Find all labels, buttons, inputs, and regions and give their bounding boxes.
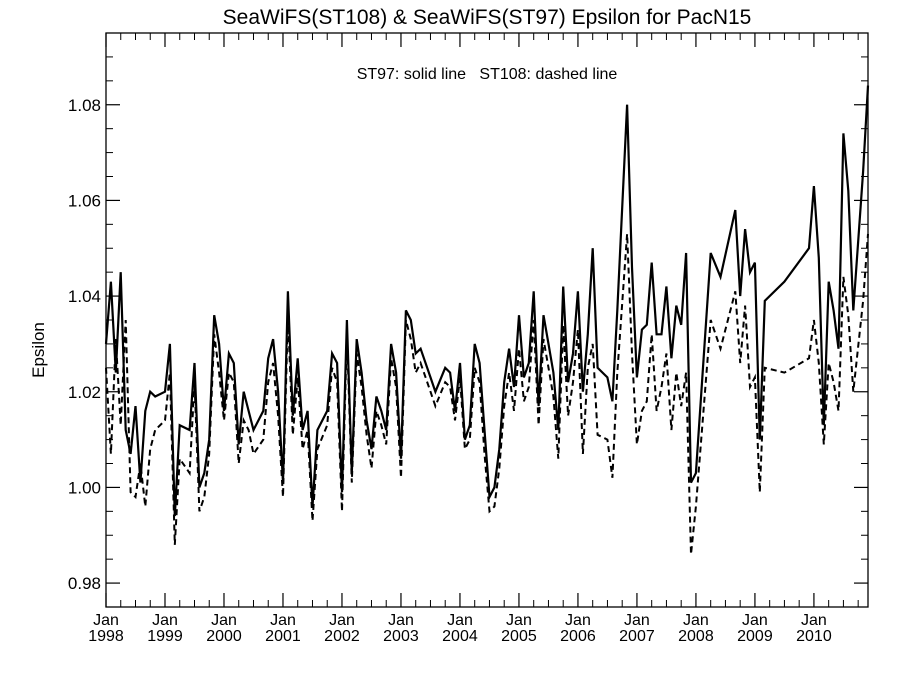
y-tick-label: 1.06: [68, 191, 101, 210]
x-tick-year-label: 2008: [678, 628, 714, 645]
x-tick-year-label: 2001: [265, 628, 301, 645]
y-tick-label: 1.02: [68, 383, 101, 402]
x-tick-month-label: Jan: [801, 612, 827, 629]
x-tick-month-label: Jan: [624, 612, 650, 629]
series-line-st108: [105, 233, 869, 555]
x-tick-year-label: 2009: [737, 628, 773, 645]
x-tick-month-label: Jan: [565, 612, 591, 629]
x-tick-year-label: 2006: [560, 628, 596, 645]
x-tick-month-label: Jan: [152, 612, 178, 629]
x-tick-year-label: 1999: [147, 628, 183, 645]
x-tick-year-label: 2007: [619, 628, 655, 645]
x-tick-month-label: Jan: [329, 612, 355, 629]
plot-frame: [105, 32, 869, 608]
chart-title: SeaWiFS(ST108) & SeaWiFS(ST97) Epsilon f…: [223, 6, 752, 29]
axis-ticks: 0.981.001.021.041.061.08Jan1998Jan1999Ja…: [68, 32, 868, 645]
x-tick-month-label: Jan: [506, 612, 532, 629]
x-tick-year-label: 2002: [324, 628, 360, 645]
x-tick-month-label: Jan: [683, 612, 709, 629]
y-tick-label: 1.00: [68, 478, 101, 497]
x-tick-year-label: 2010: [796, 628, 832, 645]
x-tick-month-label: Jan: [388, 612, 414, 629]
y-tick-label: 1.08: [68, 96, 101, 115]
x-tick-month-label: Jan: [270, 612, 296, 629]
legend-annotation: ST97: solid line ST108: dashed line: [357, 66, 618, 83]
y-tick-label: 1.04: [68, 287, 101, 306]
x-tick-month-label: Jan: [742, 612, 768, 629]
x-tick-month-label: Jan: [211, 612, 237, 629]
x-tick-year-label: 1998: [88, 628, 124, 645]
x-tick-month-label: Jan: [93, 612, 119, 629]
series-line-st97: [104, 85, 870, 517]
x-tick-year-label: 2005: [501, 628, 537, 645]
y-axis-label: Epsilon: [29, 322, 48, 378]
series-lines: [104, 85, 870, 555]
x-tick-year-label: 2003: [383, 628, 419, 645]
x-tick-year-label: 2000: [206, 628, 242, 645]
x-tick-year-label: 2004: [442, 628, 478, 645]
y-tick-label: 0.98: [68, 574, 101, 593]
x-tick-month-label: Jan: [447, 612, 473, 629]
